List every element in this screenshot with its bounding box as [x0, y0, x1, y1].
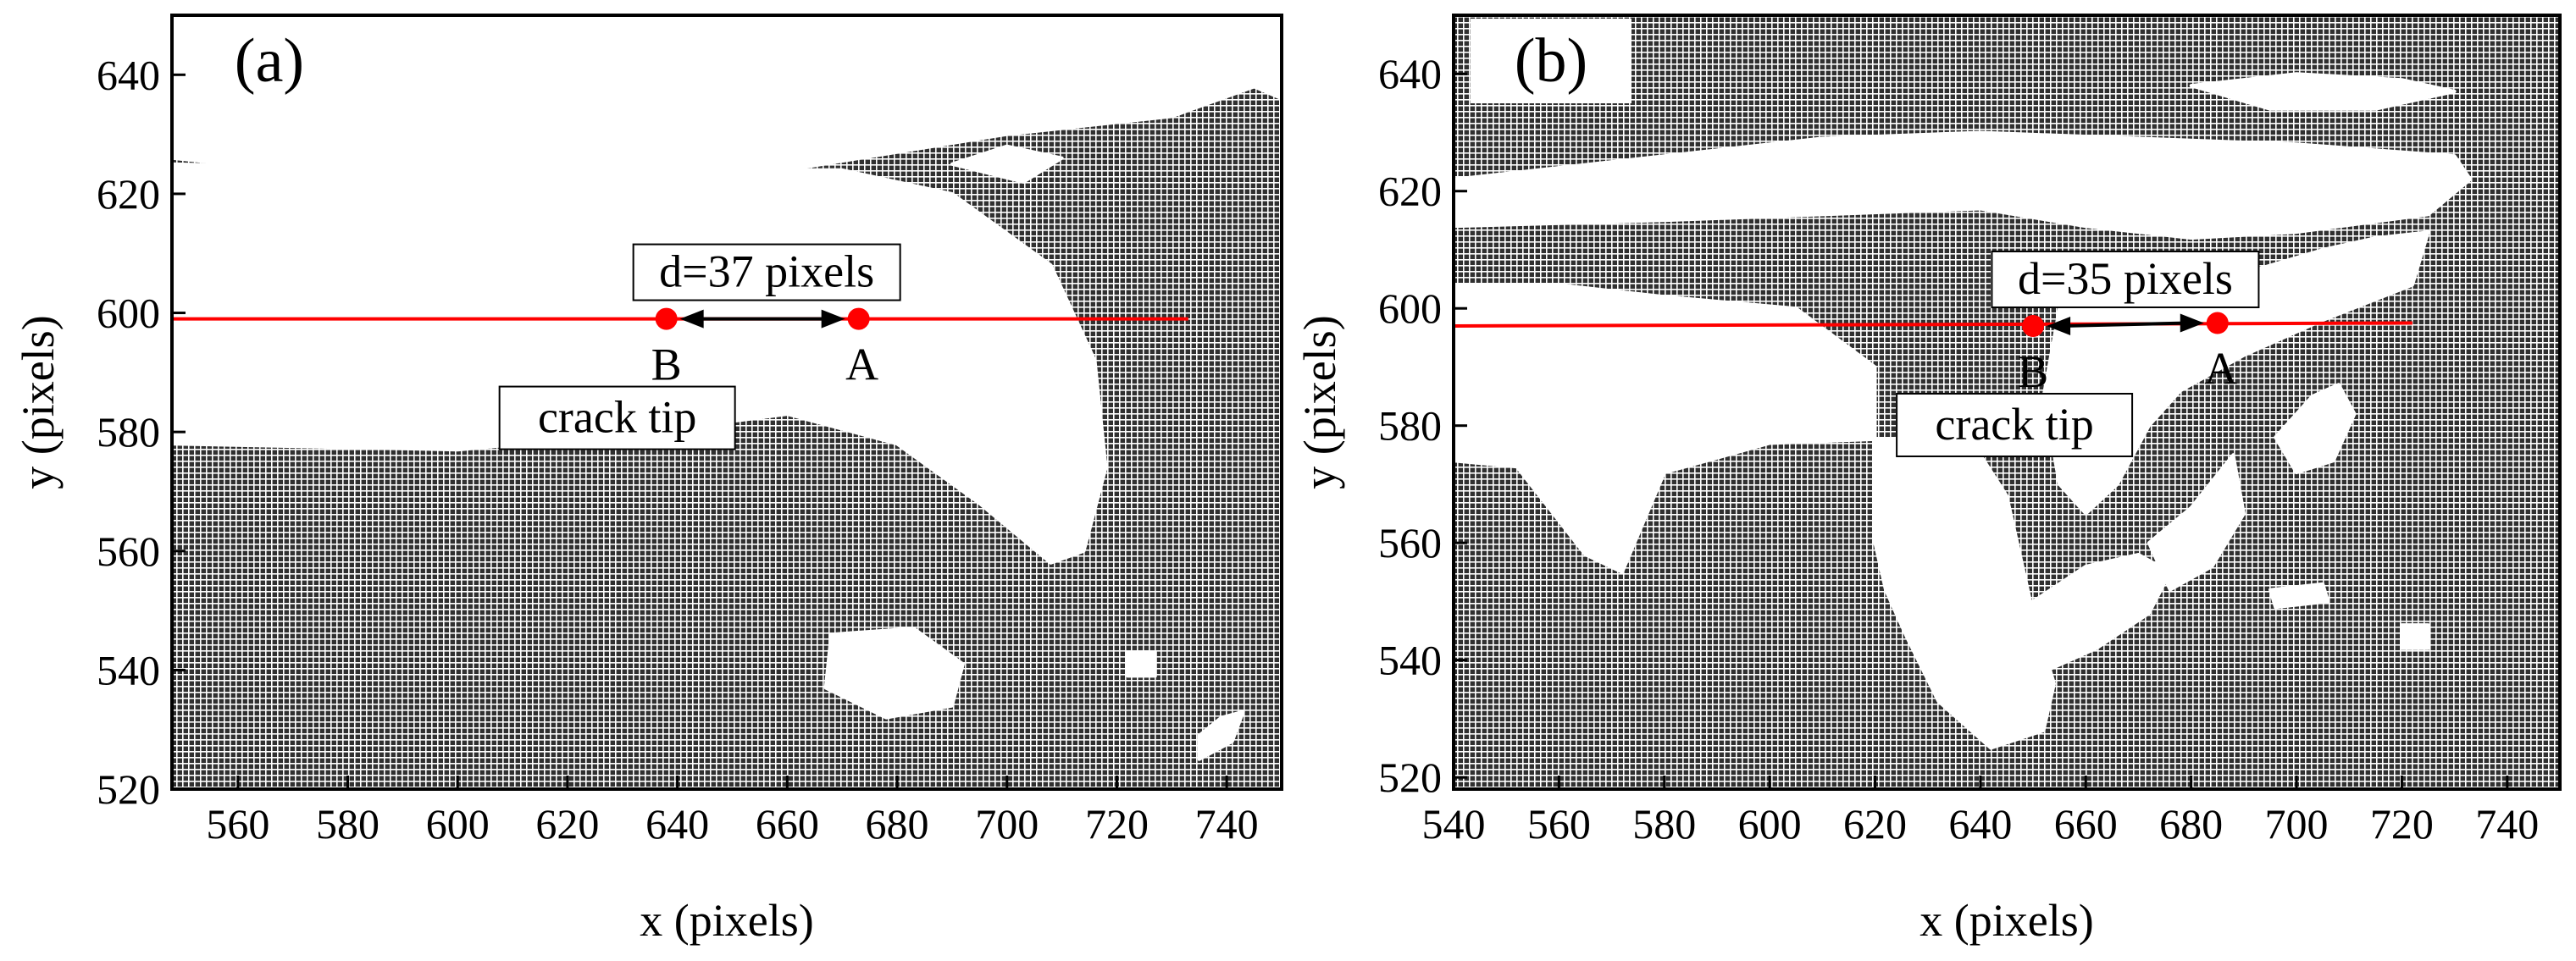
distance-label: d=35 pixels — [2018, 253, 2233, 304]
x-tick-label: 600 — [426, 800, 490, 848]
white-region-3 — [2147, 453, 2246, 592]
point-b-label: B — [651, 340, 682, 390]
white-region-7 — [2400, 623, 2430, 650]
x-tick-label: 640 — [1948, 800, 2012, 848]
crack-line — [1453, 321, 2413, 328]
x-tick-label: 580 — [1632, 800, 1696, 848]
white-region-4 — [2274, 383, 2357, 475]
y-tick-label: 620 — [1378, 168, 1442, 215]
panel-label-background — [1471, 19, 1631, 103]
white-region-3 — [867, 15, 1282, 101]
crack-tip-label-box: crack tip — [498, 385, 736, 450]
distance-arrow — [679, 309, 845, 329]
x-tick-label: 560 — [206, 800, 269, 848]
point-a-label: A — [2204, 344, 2237, 395]
point-a-marker — [847, 307, 870, 330]
arrowhead-left — [2047, 316, 2071, 335]
x-tick-label: 540 — [1422, 800, 1486, 848]
white-region-5 — [2269, 582, 2330, 610]
distance-arrow — [2047, 313, 2204, 335]
y-tick-label: 540 — [1378, 637, 1442, 684]
point-a-label: A — [845, 340, 878, 390]
white-region-4 — [823, 627, 965, 720]
x-tick-label: 700 — [2265, 800, 2329, 848]
y-axis-title: y (pixels) — [1294, 315, 1345, 489]
x-tick-label: 660 — [756, 800, 819, 848]
crack-tip-label: crack tip — [538, 392, 696, 443]
y-tick-label: 620 — [97, 170, 160, 218]
white-region-6 — [1197, 710, 1245, 761]
white-region-0 — [1454, 130, 2473, 240]
y-tick-label: 640 — [97, 51, 160, 98]
x-tick-label: 580 — [316, 800, 379, 848]
y-tick-label: 540 — [97, 646, 160, 693]
distance-label: d=37 pixels — [659, 246, 874, 297]
y-tick-label: 600 — [1378, 284, 1442, 332]
y-axis-title: y (pixels) — [13, 315, 64, 489]
white-region-8 — [2189, 72, 2457, 111]
y-tick-label: 600 — [97, 290, 160, 337]
distance-arrow-shaft — [2062, 321, 2189, 328]
point-a-marker — [2206, 312, 2229, 334]
white-region-5 — [1126, 650, 1157, 678]
crack-tip-label-frame — [1896, 392, 2134, 457]
x-axis-ticks: 540 560 580 600 620 640 660 680 700 720 740 — [1422, 776, 2539, 848]
x-axis-title: x (pixels) — [640, 895, 813, 946]
y-axis-ticks: 520 540 560 580 600 620 640 — [97, 51, 186, 813]
y-axis-ticks: 520 540 560 580 600 620 640 — [1378, 50, 1467, 801]
distance-label-frame — [1991, 250, 2260, 308]
x-tick-label: 600 — [1738, 800, 1802, 848]
white-region-1 — [1454, 283, 2056, 750]
x-tick-label: 680 — [866, 800, 929, 848]
y-tick-label: 560 — [1378, 519, 1442, 566]
panels: (a) B Ad=37 pixels crack tip 560 580 600 620 640… — [13, 14, 2562, 946]
axes-frame — [170, 14, 1283, 791]
x-tick-label: 720 — [1085, 800, 1149, 848]
panel-label-background — [189, 19, 350, 103]
white-region-6 — [1899, 553, 2172, 686]
y-tick-label: 640 — [1378, 50, 1442, 97]
x-tick-label: 620 — [1843, 800, 1907, 848]
y-tick-label: 560 — [97, 527, 160, 575]
x-tick-label: 700 — [975, 800, 1039, 848]
x-tick-label: 640 — [645, 800, 709, 848]
arrowhead-right — [821, 309, 845, 329]
panel-label-box: (b) — [1471, 19, 1631, 103]
point-b-label: B — [2018, 346, 2048, 397]
x-axis-ticks: 560 580 600 620 640 660 680 700 720 740 — [206, 776, 1259, 848]
panel-label: (b) — [1515, 26, 1587, 96]
crack-tip-label-box: crack tip — [1896, 392, 2134, 457]
y-tick-label: 520 — [97, 765, 160, 813]
arrowhead-left — [679, 309, 704, 329]
x-axis-title: x (pixels) — [1920, 895, 2093, 946]
crack-tip-label: crack tip — [1935, 399, 2093, 450]
x-tick-label: 660 — [2054, 800, 2118, 848]
panel-label-box: (a) — [189, 19, 350, 103]
y-tick-label: 580 — [97, 408, 160, 456]
arrowhead-right — [2180, 313, 2204, 333]
distance-label-box: d=37 pixels — [632, 243, 901, 301]
distance-label-frame — [632, 243, 901, 301]
distance-label-box: d=35 pixels — [1991, 250, 2260, 308]
x-tick-label: 680 — [2159, 800, 2223, 848]
y-tick-label: 580 — [1378, 402, 1442, 450]
x-tick-label: 720 — [2370, 800, 2434, 848]
point-b-marker — [2022, 314, 2045, 337]
y-tick-label: 520 — [1378, 754, 1442, 801]
x-tick-label: 740 — [1195, 800, 1259, 848]
point-b-marker — [655, 307, 678, 330]
panel-label: (a) — [235, 26, 304, 96]
x-tick-label: 620 — [535, 800, 599, 848]
x-tick-label: 740 — [2475, 800, 2539, 848]
chart-panel-b: (b) B Ad=35 pixels crack tip 540 560 580 600 620… — [1294, 14, 2562, 946]
white-region-2 — [845, 311, 1075, 517]
x-tick-label: 560 — [1527, 800, 1591, 848]
white-region-7 — [950, 144, 1064, 184]
crack-tip-label-frame — [498, 385, 736, 450]
chart-panel-a: (a) B Ad=37 pixels crack tip 560 580 600 620 640… — [13, 14, 1283, 946]
axes-frame — [1452, 14, 2562, 791]
